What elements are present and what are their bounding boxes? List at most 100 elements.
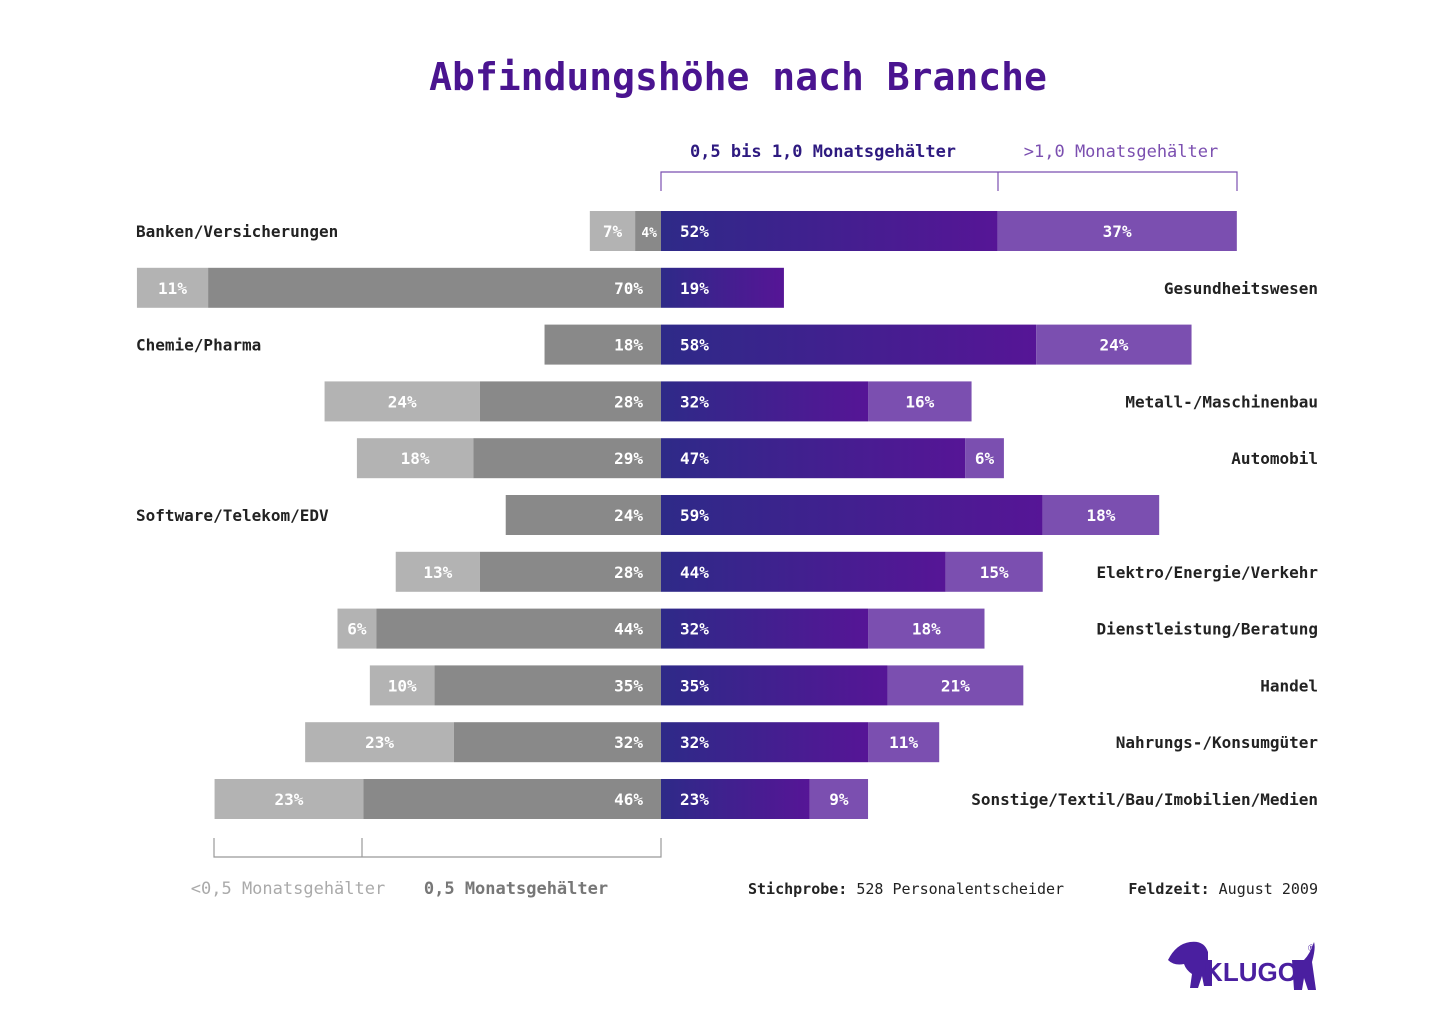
category-label: Chemie/Pharma (136, 336, 261, 355)
bar-segment-3 (868, 608, 985, 649)
bar-segment-1 (544, 324, 661, 365)
data-label: 4% (641, 226, 657, 241)
data-label: 35% (614, 676, 643, 695)
data-label: 44% (614, 620, 643, 639)
legend-mid-high: 0,5 bis 1,0 Monatsgehälter (690, 142, 956, 162)
bar-segment-2 (661, 665, 888, 706)
bar-segment-1 (505, 495, 661, 535)
data-label: 16% (905, 392, 934, 411)
klugo-logo: KLUGO ® (1168, 941, 1316, 990)
data-label: 24% (614, 506, 643, 525)
category-label: Banken/Versicherungen (136, 222, 338, 241)
bar-row: 23% 32% 32% 11% Nahrungs-/Konsumgüter (305, 722, 1318, 763)
bar-row: 7% 4% 52% 37% Banken/Versicherungen (136, 211, 1237, 251)
svg-text:Feldzeit: August 2009: Feldzeit: August 2009 (1128, 880, 1318, 898)
bar-segment-1 (479, 381, 661, 422)
data-label: 18% (1087, 506, 1116, 525)
data-label: 44% (680, 563, 709, 582)
logo-text: KLUGO (1204, 957, 1298, 987)
bar-segment-3 (809, 779, 869, 819)
svg-text:Stichprobe: 528 Personalentsch: Stichprobe: 528 Personalentscheider (748, 880, 1064, 898)
field-value: August 2009 (1219, 880, 1318, 898)
bar-segment-2 (661, 267, 784, 308)
bar-segment-1 (479, 551, 661, 592)
footer: Stichprobe: 528 Personalentscheider Feld… (748, 880, 1318, 898)
bar-segment-1 (363, 779, 661, 819)
data-label: 23% (275, 790, 304, 809)
bar-segment-0 (369, 665, 435, 706)
bar-segment-3 (868, 381, 972, 422)
sample-label: Stichprobe: (748, 880, 847, 898)
bar-segment-2 (661, 779, 810, 819)
legend-high: >1,0 Monatsgehälter (1024, 142, 1218, 162)
bar-segment-3 (1042, 495, 1160, 535)
category-label: Nahrungs-/Konsumgüter (1116, 733, 1318, 752)
legend-top: 0,5 bis 1,0 Monatsgehälter >1,0 Monatsge… (660, 142, 1238, 191)
bar-segment-0 (337, 608, 377, 649)
bar-segment-0 (324, 381, 480, 422)
bar-segment-2 (661, 324, 1037, 365)
category-label: Handel (1260, 676, 1318, 695)
data-label: 6% (975, 449, 995, 468)
bar-segment-2 (661, 608, 869, 649)
bar-row: 10% 35% 35% 21% Handel (369, 665, 1318, 706)
data-label: 19% (680, 279, 709, 298)
bar-segment-0 (136, 267, 209, 308)
chart-title: Abfindungshöhe nach Branche (429, 55, 1047, 99)
data-label: 28% (614, 392, 643, 411)
bar-segment-1 (208, 267, 661, 308)
data-label: 24% (388, 392, 417, 411)
bar-row: 13% 28% 44% 15% Elektro/Energie/Verkehr (395, 551, 1318, 592)
bar-segment-3 (997, 211, 1237, 251)
data-label: 15% (980, 563, 1009, 582)
data-label: 37% (1103, 222, 1132, 241)
data-label: 47% (680, 449, 709, 468)
bar-segment-0 (589, 211, 636, 251)
data-label: 11% (158, 279, 187, 298)
bar-row: 24% 28% 32% 16% Metall-/Maschinenbau (324, 381, 1318, 422)
bar-segment-0 (356, 438, 474, 479)
category-label: Automobil (1231, 449, 1318, 468)
bar-segment-1 (376, 608, 661, 649)
data-label: 24% (1099, 336, 1128, 355)
data-label: 7% (603, 222, 623, 241)
data-label: 59% (680, 506, 709, 525)
data-label: 46% (614, 790, 643, 809)
data-label: 18% (401, 449, 430, 468)
bar-segment-3 (868, 722, 940, 763)
bar-row: 24% 59% 18% Software/Telekom/EDV (136, 495, 1160, 535)
bar-segment-3 (945, 551, 1043, 592)
sample-value: 528 Personalentscheider (856, 880, 1064, 898)
legend-mid-low: 0,5 Monatsgehälter (424, 879, 608, 899)
data-label: 6% (347, 620, 367, 639)
legend-bracket-top (660, 171, 1238, 191)
category-label: Sonstige/Textil/Bau/Imobilien/Medien (971, 790, 1318, 809)
data-label: 32% (680, 620, 709, 639)
category-label: Dienstleistung/Beratung (1096, 620, 1318, 639)
bar-segment-3 (1036, 324, 1192, 365)
bar-row: 11% 70% 19% Gesundheitswesen (136, 267, 1318, 308)
bar-segment-2 (661, 438, 966, 479)
bar-row: 18% 58% 24% Chemie/Pharma (136, 324, 1192, 365)
category-label: Software/Telekom/EDV (136, 506, 329, 525)
data-label: 32% (680, 392, 709, 411)
bar-row: 23% 46% 23% 9% Sonstige/Textil/Bau/Imobilien… (214, 779, 1318, 819)
data-label: 52% (680, 222, 709, 241)
data-label: 28% (614, 563, 643, 582)
data-label: 23% (680, 790, 709, 809)
legend-bottom: <0,5 Monatsgehälter 0,5 Monatsgehälter (191, 838, 662, 899)
category-label: Gesundheitswesen (1164, 279, 1318, 298)
bars: 7% 4% 52% 37% Banken/Versicherungen 11% 70% 19%… (136, 211, 1318, 819)
data-label: 9% (829, 790, 849, 809)
data-label: 10% (388, 676, 417, 695)
bar-segment-3 (965, 438, 1004, 479)
bar-segment-2 (661, 211, 998, 251)
bar-segment-0 (214, 779, 364, 819)
bar-segment-0 (395, 551, 480, 592)
field-label: Feldzeit: (1128, 880, 1209, 898)
bar-segment-1 (635, 211, 661, 251)
bar-segment-2 (661, 722, 869, 763)
data-label: 13% (423, 563, 452, 582)
legend-low: <0,5 Monatsgehälter (191, 879, 385, 899)
